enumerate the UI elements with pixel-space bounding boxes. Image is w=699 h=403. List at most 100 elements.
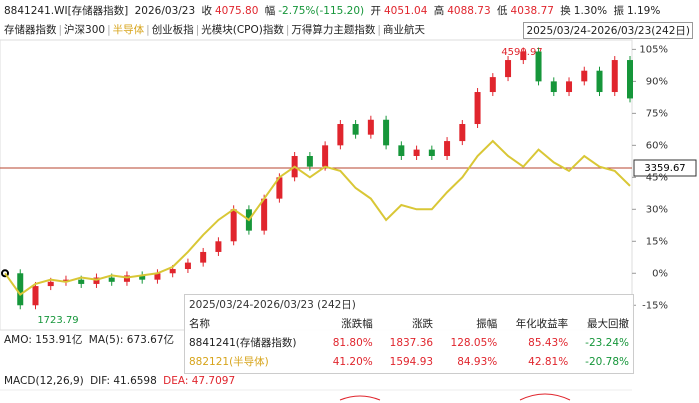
column-header: 名称 (189, 318, 210, 330)
candle (200, 251, 207, 263)
dif: DIF: 41.6598 (90, 375, 157, 387)
candle (306, 156, 313, 167)
candle (93, 277, 100, 284)
column-header: 最大回撤 (587, 318, 629, 330)
candle (215, 241, 222, 252)
candle (489, 77, 496, 93)
ma5: MA(5): 673.67亿 (88, 334, 175, 346)
tab[interactable]: 创业板指 (151, 24, 194, 36)
column-header: 振幅 (476, 318, 498, 330)
candle (139, 275, 146, 280)
candle (322, 145, 329, 167)
stats-row: 8841241(存储器指数) 81.80% 1837.36 128.05% 85.43%… (185, 333, 633, 352)
price-box (633, 159, 697, 177)
label: 收 (201, 5, 213, 17)
label: 幅 (264, 5, 276, 17)
candle (108, 277, 115, 282)
stats-cell: 85.43% (528, 336, 569, 349)
candle (413, 149, 420, 156)
label: 开 (370, 5, 381, 17)
candle (505, 60, 512, 78)
candle (611, 60, 618, 93)
code: 8841241.WI[存储器指数] (4, 5, 129, 17)
candle (78, 279, 85, 284)
label: 振 (613, 5, 624, 17)
plot-frame (0, 39, 633, 331)
candle (154, 273, 161, 280)
candle (123, 275, 130, 282)
candle (535, 51, 542, 82)
label: 换 (560, 5, 571, 17)
compare-line (4, 139, 631, 296)
candle (367, 119, 374, 135)
candle (474, 92, 481, 125)
candle (47, 281, 54, 287)
candle (627, 60, 633, 99)
candle (62, 279, 69, 282)
tab[interactable]: 万得算力主题指数 (291, 24, 376, 36)
stats-cell: 81.80% (332, 336, 373, 349)
quote-bar: 8841241.WI[存储器指数] 2026/03/23 收 4075.80 幅-… (4, 3, 663, 18)
stats-cell: 128.05% (450, 336, 498, 349)
column-header: 年化收益率 (515, 318, 569, 330)
date: 2026/03/23 (134, 5, 196, 17)
y-tick-label: 75% (646, 108, 668, 119)
candle (459, 124, 466, 142)
candle (32, 286, 39, 306)
price-line-label: 3359.67 (644, 163, 685, 174)
y-tick-label: 30% (646, 204, 668, 215)
tab[interactable]: 沪深300 (64, 24, 106, 36)
stats-title: 2025/03/24-2026/03/23 (242日) (189, 299, 356, 311)
value: 4075.80 (215, 5, 259, 17)
y-tick-label: 15% (646, 236, 668, 247)
candle (261, 198, 268, 231)
range[interactable]: 2025/03/24-2026/03/23(242日) (523, 22, 693, 39)
candle (596, 70, 603, 93)
tab-bar: 存储器指数 | 沪深300 | 半导体 | 创业板指 | 光模块(CPO)指数 | 万得算力主题指数… (4, 24, 425, 36)
label: 高 (433, 5, 445, 17)
value: 4038.77 (510, 5, 554, 17)
header-row: 名称 涨跌幅 涨跌 振幅 年化收益率 最大回撤 (185, 314, 633, 333)
dea: DEA: 47.7097 (163, 375, 236, 387)
stats-cell: 8841241(存储器指数) (189, 337, 297, 349)
stats-table: 名称 涨跌幅 涨跌 振幅 年化收益率 最大回撤 8841241(存储器指数) 81.80% 18… (185, 314, 633, 371)
y-tick-label: 45% (646, 172, 668, 183)
tab[interactable]: 半导体 (112, 24, 145, 36)
column-header: 涨跌 (412, 318, 434, 330)
stats-cell: 41.20% (332, 355, 373, 368)
min-label: 1723.79 (37, 315, 78, 326)
tab[interactable]: 光模块(CPO)指数 (201, 24, 284, 36)
value: 1.30% (573, 5, 608, 17)
candle (352, 124, 359, 135)
candle (398, 145, 405, 156)
stats-popup: 2025/03/24-2026/03/23 (242日) 名称 涨跌幅 涨跌 振幅 年化… (184, 294, 634, 374)
y-tick-label: 60% (646, 140, 668, 151)
value: 4088.73 (447, 5, 491, 17)
candle (337, 124, 344, 146)
column-header: 涨跌幅 (341, 318, 373, 330)
candle (17, 273, 24, 306)
candle (276, 177, 283, 199)
candle (169, 269, 176, 274)
macd-curve (339, 393, 571, 401)
stats-cell: 1594.93 (389, 355, 434, 368)
candle (581, 70, 588, 82)
stats-cell: 84.93% (457, 355, 498, 368)
candle (383, 119, 390, 146)
candle (428, 149, 435, 156)
y-tick-label: 90% (646, 76, 668, 87)
tab[interactable]: 商业航天 (382, 24, 425, 36)
value: 4051.04 (383, 5, 428, 17)
macd: MACD(12,26,9) (4, 375, 84, 387)
value: -2.75%(-115.20) (278, 5, 365, 17)
candle (566, 81, 573, 93)
y-tick-label: 0% (652, 268, 668, 279)
y-tick-label: 105% (639, 44, 668, 55)
stats-row: 882121(半导体) 41.20% 1594.93 84.93% 42.81% -20.… (185, 352, 633, 371)
tab[interactable]: 存储器指数 (4, 24, 57, 36)
candle (520, 51, 527, 61)
value: 1.19% (626, 5, 661, 17)
amo: AMO: 153.91亿 (4, 334, 83, 346)
